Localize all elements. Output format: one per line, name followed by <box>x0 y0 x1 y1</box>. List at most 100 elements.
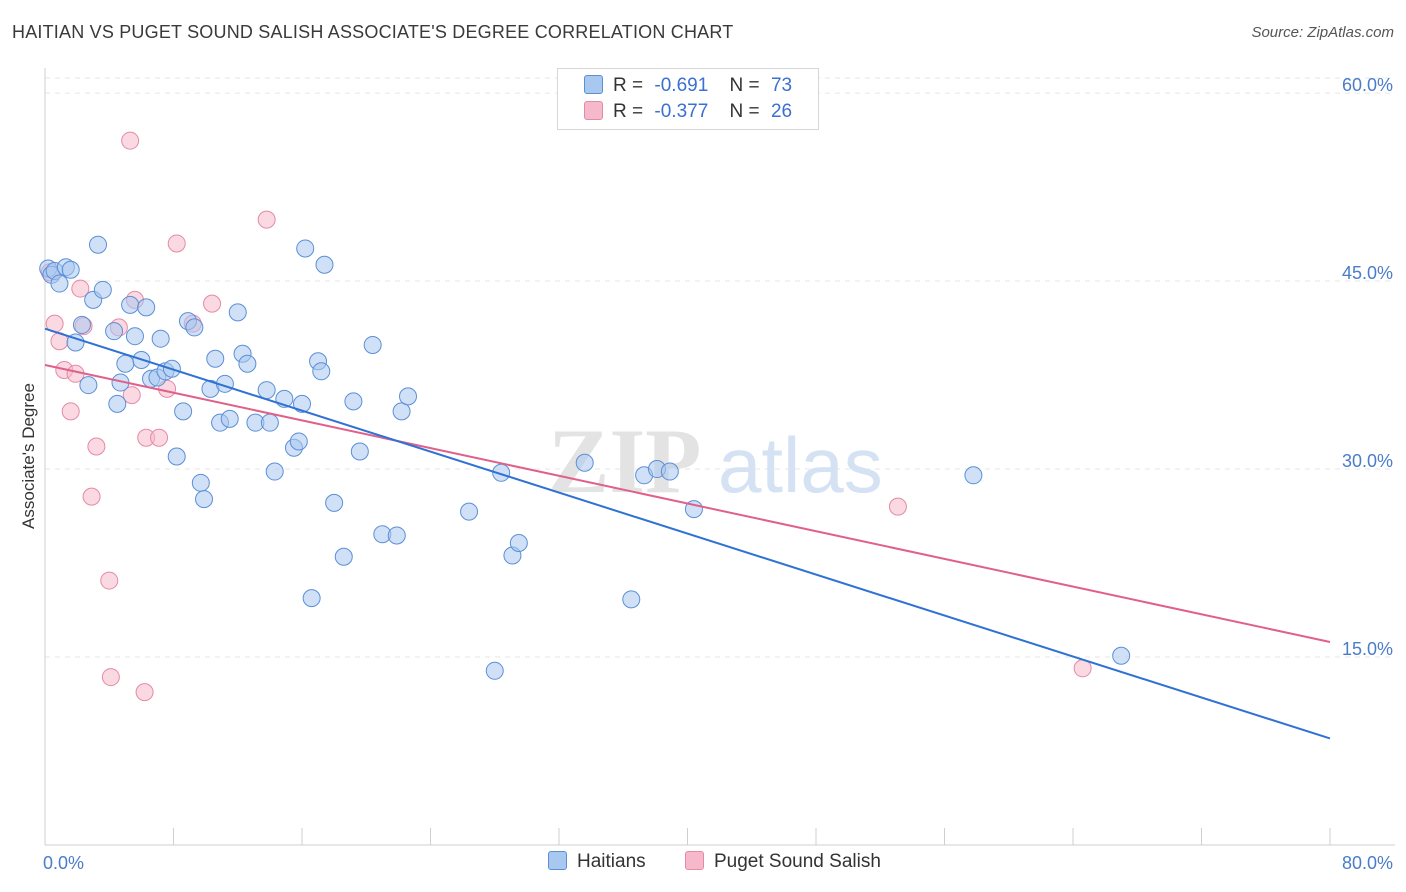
data-point-haitians <box>228 303 247 322</box>
data-point-haitians <box>121 295 140 314</box>
data-point-haitians <box>344 392 363 411</box>
y-tick-label: 45.0% <box>1342 263 1393 283</box>
legend-r-label: R = <box>613 101 644 122</box>
trend-line-haitians <box>44 327 1331 740</box>
chart-title: HAITIAN VS PUGET SOUND SALISH ASSOCIATE'… <box>12 22 734 42</box>
data-point-puget-sound-salish <box>150 428 169 447</box>
data-point-haitians <box>108 394 127 413</box>
data-point-haitians <box>289 432 308 451</box>
data-point-haitians <box>302 589 321 608</box>
watermark: ZIP atlas <box>548 410 883 512</box>
data-point-haitians <box>167 447 186 466</box>
correlation-legend: R = -0.691 N = 73 R = -0.377 N = 26 <box>557 68 819 130</box>
legend-r-value: -0.691 <box>654 75 709 96</box>
legend-n-value: 73 <box>770 75 793 96</box>
watermark-zip: ZIP <box>548 410 701 512</box>
source-label: Source: ZipAtlas.com <box>1251 24 1394 41</box>
data-point-haitians <box>622 590 641 609</box>
legend-r-label: R = <box>613 75 644 96</box>
legend-swatch-haitians <box>584 75 603 94</box>
legend-n-label: N = <box>729 75 760 96</box>
data-point-haitians <box>137 298 156 317</box>
data-point-haitians <box>460 502 479 521</box>
data-point-haitians <box>964 466 983 485</box>
x-tick-label: 0.0% <box>43 853 84 873</box>
data-point-puget-sound-salish <box>122 386 141 405</box>
legend-row-haitians: R = -0.691 N = 73 <box>584 75 792 101</box>
series-legend: Haitians Puget Sound Salish <box>0 851 1406 879</box>
data-point-haitians <box>61 260 80 279</box>
data-point-haitians <box>399 387 418 406</box>
watermark-atlas: atlas <box>718 421 883 509</box>
data-point-haitians <box>363 335 382 354</box>
data-point-haitians <box>72 315 91 334</box>
data-point-puget-sound-salish <box>61 402 80 421</box>
legend-item-puget: Puget Sound Salish <box>685 851 881 873</box>
legend-r-value: -0.377 <box>654 101 709 122</box>
data-point-puget-sound-salish <box>71 279 90 298</box>
data-point-haitians <box>575 453 594 472</box>
y-tick-label: 15.0% <box>1342 639 1393 659</box>
data-point-haitians <box>265 462 284 481</box>
data-point-haitians <box>105 322 124 341</box>
data-point-haitians <box>220 409 239 428</box>
data-point-haitians <box>325 493 344 512</box>
data-point-haitians <box>116 354 135 373</box>
data-point-haitians <box>89 235 108 254</box>
legend-n-value: 26 <box>770 101 793 122</box>
data-point-puget-sound-salish <box>135 683 154 702</box>
data-point-haitians <box>66 333 85 352</box>
swatch-haitians <box>548 851 567 870</box>
data-point-haitians <box>191 473 210 492</box>
data-point-puget-sound-salish <box>888 497 907 516</box>
tick-labels: 15.0% 30.0% 45.0% 60.0% 0.0% 80.0% <box>43 75 1393 873</box>
y-tick-label: 30.0% <box>1342 451 1393 471</box>
data-point-haitians <box>174 402 193 421</box>
data-point-haitians <box>79 376 98 395</box>
data-point-haitians <box>93 280 112 299</box>
data-point-haitians <box>195 490 214 509</box>
data-point-haitians <box>387 526 406 545</box>
data-point-haitians <box>151 329 170 348</box>
data-point-haitians <box>312 362 331 381</box>
data-point-haitians <box>509 533 528 552</box>
data-point-haitians <box>206 349 225 368</box>
data-point-puget-sound-salish <box>257 210 276 229</box>
data-point-haitians <box>660 462 679 481</box>
data-point-haitians <box>257 381 276 400</box>
swatch-puget <box>685 851 704 870</box>
legend-swatch-puget <box>584 101 603 120</box>
y-tick-label: 60.0% <box>1342 75 1393 95</box>
legend-n-label: N = <box>729 101 760 122</box>
data-point-puget-sound-salish <box>203 294 222 313</box>
legend-label-haitians: Haitians <box>577 851 646 872</box>
data-point-puget-sound-salish <box>121 131 140 150</box>
data-point-puget-sound-salish <box>100 571 119 590</box>
y-axis-label: Associate's Degree <box>19 383 38 529</box>
data-point-haitians <box>296 239 315 258</box>
data-point-haitians <box>350 442 369 461</box>
data-point-haitians <box>185 318 204 337</box>
data-point-haitians <box>1112 646 1131 665</box>
trend-line-puget-sound-salish <box>44 364 1331 643</box>
data-point-haitians <box>485 661 504 680</box>
data-point-haitians <box>125 327 144 346</box>
data-point-puget-sound-salish <box>167 234 186 253</box>
data-point-puget-sound-salish <box>82 487 101 506</box>
data-point-haitians <box>50 274 69 293</box>
data-point-haitians <box>260 413 279 432</box>
data-point-haitians <box>315 255 334 274</box>
data-point-haitians <box>293 394 311 413</box>
data-point-puget-sound-salish <box>101 668 120 687</box>
legend-row-puget: R = -0.377 N = 26 <box>584 101 792 127</box>
data-point-puget-sound-salish <box>87 437 106 456</box>
legend-label-puget: Puget Sound Salish <box>714 851 881 872</box>
series-haitians <box>39 235 1131 680</box>
data-point-haitians <box>392 402 411 421</box>
x-tick-label: 80.0% <box>1342 853 1393 873</box>
legend-item-haitians: Haitians <box>548 851 646 873</box>
trend-lines <box>44 327 1331 740</box>
data-point-haitians <box>334 547 353 566</box>
data-point-haitians <box>238 354 257 373</box>
